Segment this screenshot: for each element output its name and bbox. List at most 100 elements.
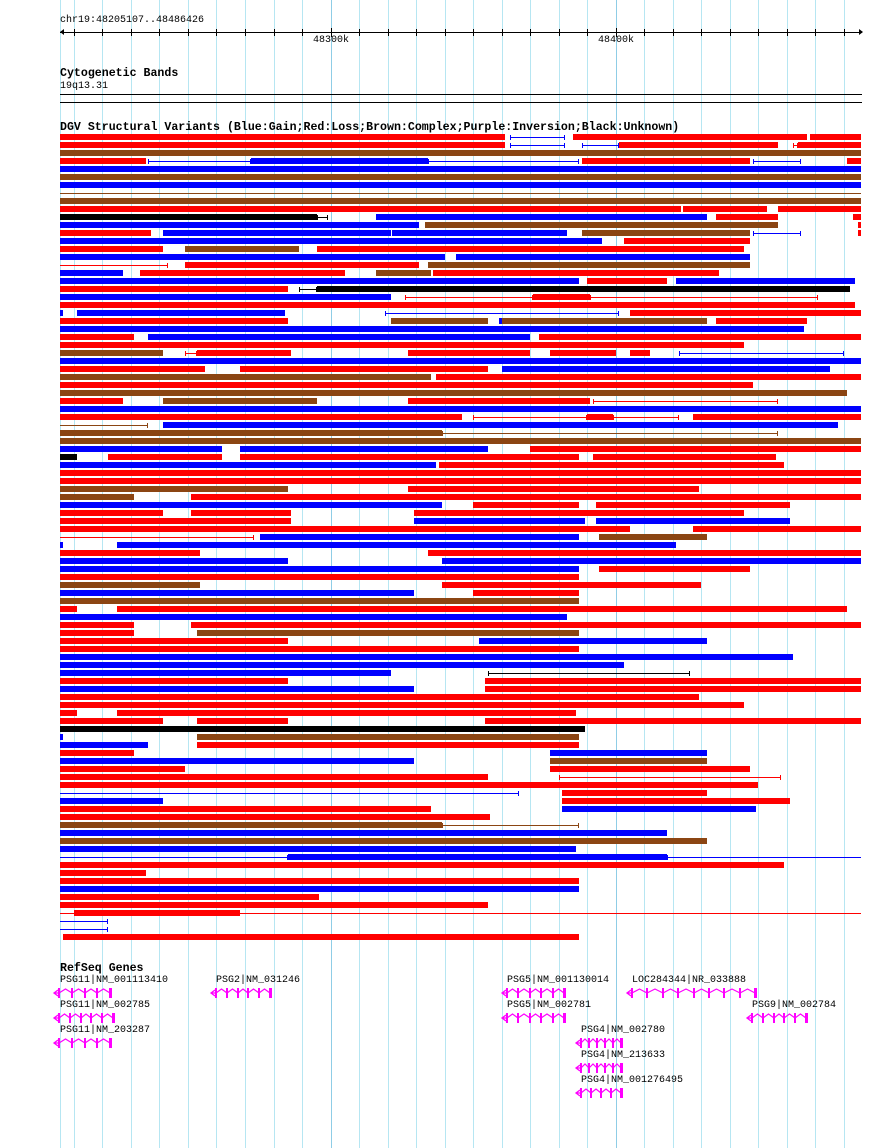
variant-gain-span[interactable] — [753, 231, 801, 236]
variant-loss-bar[interactable] — [485, 678, 861, 684]
variant-complex-bar[interactable] — [502, 318, 707, 324]
variant-loss-bar[interactable] — [587, 278, 667, 284]
variant-unknown-span[interactable] — [317, 215, 328, 220]
variant-complex-bar[interactable] — [60, 150, 861, 156]
variant-loss-bar[interactable] — [433, 270, 719, 276]
variant-gain-bar[interactable] — [499, 318, 502, 324]
variant-loss-bar[interactable] — [473, 590, 579, 596]
variant-loss-bar[interactable] — [624, 238, 750, 244]
variant-gain-bar[interactable] — [60, 238, 602, 244]
variant-loss-span[interactable] — [593, 399, 778, 404]
gene-model[interactable] — [500, 1012, 567, 1024]
variant-complex-bar[interactable] — [60, 494, 134, 500]
variant-loss-bar[interactable] — [550, 766, 750, 772]
gene-label[interactable]: PSG11|NM_203287 — [60, 1025, 151, 1036]
variant-loss-bar[interactable] — [60, 286, 288, 292]
variant-loss-bar[interactable] — [317, 246, 744, 252]
variant-gain-bar[interactable] — [77, 310, 285, 316]
variant-loss-bar[interactable] — [60, 526, 630, 532]
variant-loss-span[interactable] — [793, 143, 798, 148]
variant-loss-bar[interactable] — [550, 350, 616, 356]
gene-model[interactable] — [574, 1062, 624, 1074]
variant-loss-bar[interactable] — [60, 134, 505, 140]
gene-label[interactable]: LOC284344|NR_033888 — [632, 975, 747, 986]
variant-loss-bar[interactable] — [60, 638, 288, 644]
variant-complex-bar[interactable] — [60, 390, 847, 396]
variant-gain-bar[interactable] — [60, 686, 414, 692]
variant-loss-bar[interactable] — [630, 310, 861, 316]
variant-loss-bar[interactable] — [858, 230, 861, 236]
variant-loss-bar[interactable] — [408, 398, 590, 404]
variant-loss-bar[interactable] — [562, 798, 790, 804]
variant-gain-bar[interactable] — [60, 846, 576, 852]
variant-complex-span[interactable] — [60, 423, 148, 428]
variant-loss-span[interactable] — [185, 351, 197, 356]
variant-gain-bar[interactable] — [60, 542, 63, 548]
variant-gain-bar[interactable] — [60, 566, 579, 572]
variant-loss-bar[interactable] — [408, 350, 530, 356]
variant-loss-bar[interactable] — [539, 334, 861, 340]
variant-loss-bar[interactable] — [197, 742, 579, 748]
variant-loss-bar[interactable] — [60, 334, 134, 340]
variant-complex-span[interactable] — [442, 823, 579, 828]
variant-gain-bar[interactable] — [60, 662, 624, 668]
variant-loss-bar[interactable] — [60, 630, 134, 636]
variant-unknown-span[interactable] — [299, 287, 317, 292]
gene-label[interactable]: PSG4|NM_001276495 — [581, 1075, 684, 1086]
variant-loss-bar[interactable] — [60, 398, 123, 404]
variant-loss-bar[interactable] — [60, 902, 488, 908]
variant-gain-bar[interactable] — [60, 222, 419, 228]
variant-loss-bar[interactable] — [197, 718, 288, 724]
variant-loss-bar[interactable] — [185, 262, 419, 268]
variant-gain-bar[interactable] — [60, 462, 436, 468]
gene-label[interactable]: PSG2|NM_031246 — [216, 975, 301, 986]
variant-gain-bar[interactable] — [288, 854, 667, 860]
variant-gain-bar[interactable] — [479, 638, 707, 644]
variant-loss-bar[interactable] — [60, 510, 163, 516]
variant-complex-bar[interactable] — [376, 270, 431, 276]
variant-loss-bar[interactable] — [191, 622, 861, 628]
variant-gain-bar[interactable] — [163, 230, 391, 236]
variant-gain-span[interactable] — [753, 159, 801, 164]
variant-gain-bar[interactable] — [60, 446, 222, 452]
variant-complex-bar[interactable] — [60, 198, 861, 204]
variant-loss-span[interactable] — [405, 295, 533, 300]
variant-loss-bar[interactable] — [240, 454, 579, 460]
variant-loss-span[interactable] — [473, 415, 587, 420]
variant-loss-bar[interactable] — [191, 494, 861, 500]
variant-complex-bar[interactable] — [60, 350, 163, 356]
variant-loss-bar[interactable] — [60, 246, 163, 252]
variant-loss-bar[interactable] — [596, 502, 790, 508]
gene-model[interactable] — [52, 1012, 116, 1024]
variant-loss-span[interactable] — [60, 263, 168, 268]
gene-model[interactable] — [209, 987, 273, 999]
variant-gain-bar[interactable] — [60, 798, 163, 804]
variant-loss-bar[interactable] — [60, 870, 146, 876]
variant-loss-bar[interactable] — [810, 134, 861, 140]
variant-loss-bar[interactable] — [619, 142, 778, 148]
variant-loss-bar[interactable] — [117, 710, 576, 716]
variant-complex-bar[interactable] — [185, 246, 299, 252]
variant-gain-span[interactable] — [60, 855, 288, 860]
variant-loss-bar[interactable] — [60, 142, 505, 148]
variant-loss-bar[interactable] — [485, 686, 861, 692]
variant-loss-bar[interactable] — [60, 774, 488, 780]
gene-model[interactable] — [52, 1037, 113, 1049]
variant-complex-bar[interactable] — [582, 230, 750, 236]
variant-loss-bar[interactable] — [436, 374, 861, 380]
variant-gain-bar[interactable] — [60, 270, 123, 276]
variant-unknown-bar[interactable] — [60, 214, 317, 220]
variant-loss-bar[interactable] — [599, 566, 750, 572]
variant-loss-bar[interactable] — [798, 142, 861, 148]
variant-complex-bar[interactable] — [550, 758, 707, 764]
variant-loss-bar[interactable] — [630, 350, 650, 356]
variant-loss-bar[interactable] — [60, 702, 744, 708]
variant-loss-bar[interactable] — [197, 350, 291, 356]
variant-gain-span[interactable] — [60, 927, 108, 932]
variant-loss-bar[interactable] — [533, 294, 590, 300]
variant-gain-bar[interactable] — [60, 294, 391, 300]
gene-model[interactable] — [574, 1037, 624, 1049]
variant-gain-span[interactable] — [582, 143, 619, 148]
variant-gain-bar[interactable] — [562, 806, 756, 812]
variant-gain-bar[interactable] — [392, 230, 567, 236]
